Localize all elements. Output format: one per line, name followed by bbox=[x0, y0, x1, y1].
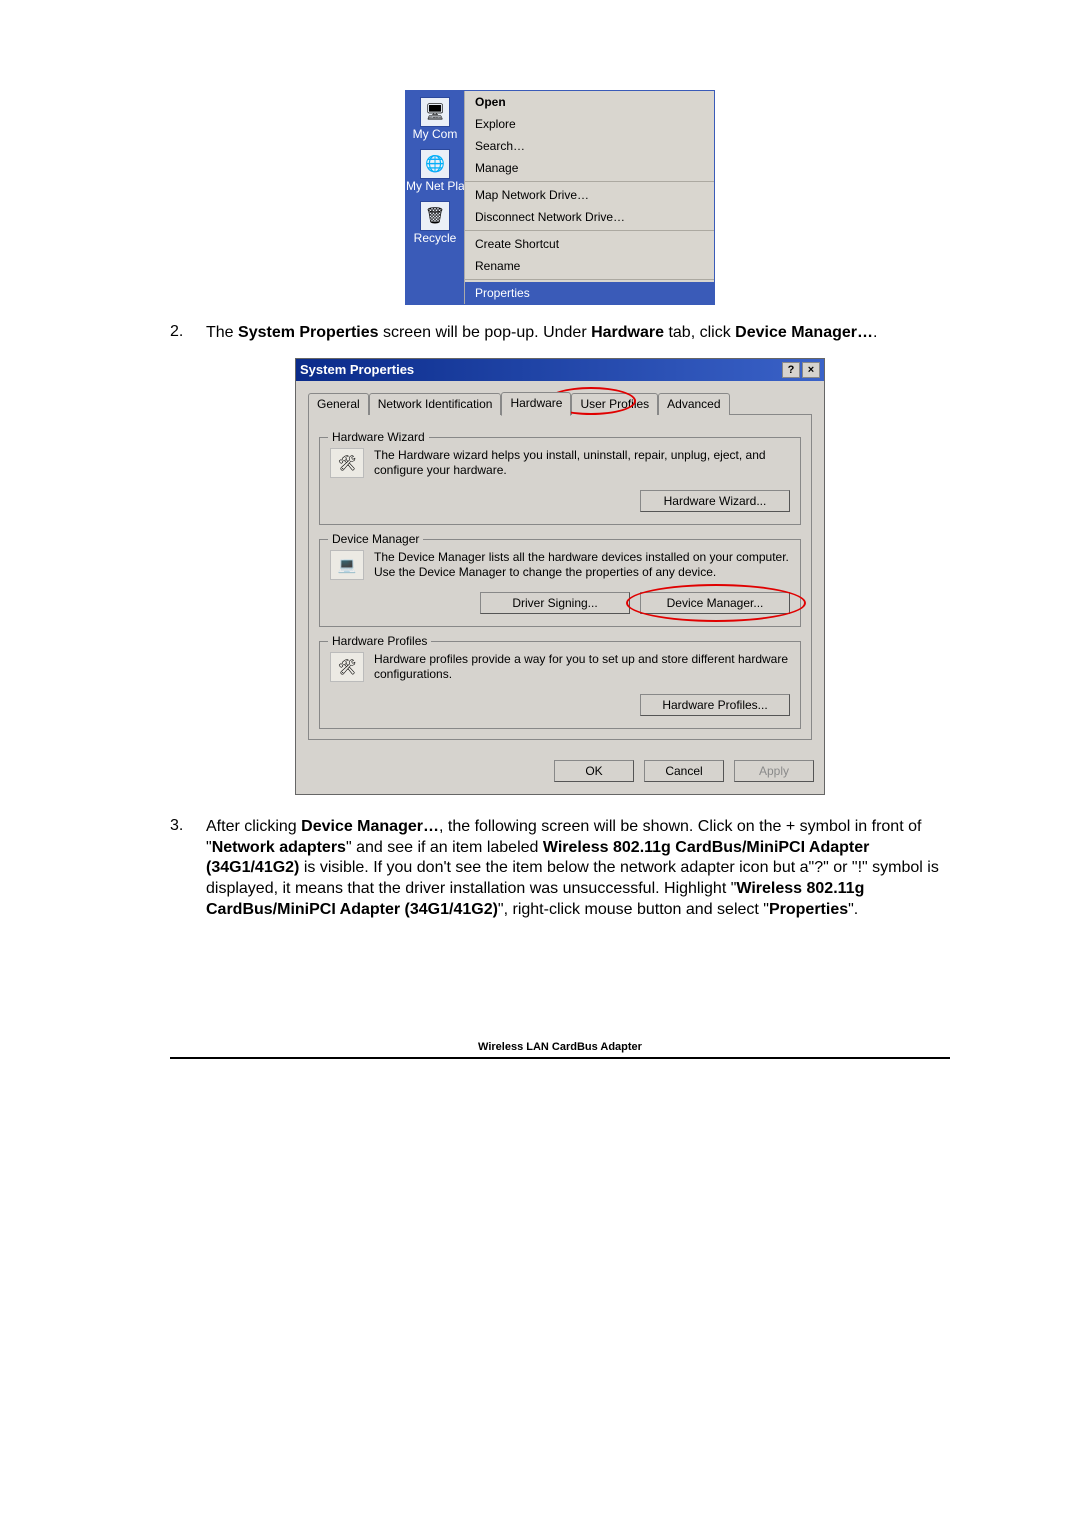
footer-rule bbox=[170, 1057, 950, 1059]
step-number: 2. bbox=[170, 323, 188, 344]
hardware-profiles-icon: 🛠 bbox=[330, 652, 364, 682]
context-separator bbox=[465, 230, 714, 231]
recycle-bin-label: Recycle bbox=[406, 232, 464, 245]
text: ", right-click mouse button and select " bbox=[498, 901, 769, 918]
step-number: 3. bbox=[170, 817, 188, 921]
context-menu: Open Explore Search… Manage Map Network … bbox=[464, 91, 714, 304]
context-item-explore[interactable]: Explore bbox=[465, 113, 714, 135]
dialog-title: System Properties bbox=[300, 362, 414, 377]
step-2: 2. The System Properties screen will be … bbox=[170, 323, 950, 344]
driver-signing-button[interactable]: Driver Signing... bbox=[480, 592, 630, 614]
bold-text: Hardware bbox=[591, 324, 664, 341]
text: " and see if an item labeled bbox=[346, 839, 543, 856]
text: After clicking bbox=[206, 818, 301, 835]
text: ". bbox=[848, 901, 858, 918]
tab-user-profiles[interactable]: User Profiles bbox=[571, 393, 658, 415]
apply-button[interactable]: Apply bbox=[734, 760, 814, 782]
tab-panel-hardware: Hardware Wizard 🛠 The Hardware wizard he… bbox=[308, 414, 812, 740]
recycle-bin-icon: 🗑 bbox=[420, 201, 450, 231]
text: The bbox=[206, 324, 238, 341]
dialog-footer: OK Cancel Apply bbox=[296, 748, 824, 794]
text: screen will be pop-up. Under bbox=[379, 324, 592, 341]
my-computer-icon: 🖥 bbox=[420, 97, 450, 127]
page-footer: Wireless LAN CardBus Adapter bbox=[170, 1041, 950, 1059]
context-item-map-drive[interactable]: Map Network Drive… bbox=[465, 184, 714, 206]
hardware-wizard-icon: 🛠 bbox=[330, 448, 364, 478]
context-separator bbox=[465, 181, 714, 182]
context-item-create-shortcut[interactable]: Create Shortcut bbox=[465, 233, 714, 255]
dialog-body: General Network Identification Hardware … bbox=[296, 381, 824, 748]
desktop-icons-strip: 🖥 My Com 🌐 My Net Place 🗑 Recycle bbox=[406, 91, 464, 304]
system-properties-dialog: System Properties ? × General Network Id… bbox=[295, 358, 825, 795]
context-item-manage[interactable]: Manage bbox=[465, 157, 714, 179]
group-text: The Hardware wizard helps you install, u… bbox=[374, 448, 790, 478]
group-text: The Device Manager lists all the hardwar… bbox=[374, 550, 790, 580]
tab-hardware[interactable]: Hardware bbox=[501, 392, 571, 416]
bold-text: Properties bbox=[769, 901, 848, 918]
group-legend: Device Manager bbox=[328, 532, 423, 546]
text: . bbox=[873, 324, 877, 341]
device-manager-button[interactable]: Device Manager... bbox=[640, 592, 790, 614]
group-text: Hardware profiles provide a way for you … bbox=[374, 652, 790, 682]
tab-network-identification[interactable]: Network Identification bbox=[369, 393, 502, 415]
hardware-wizard-button[interactable]: Hardware Wizard... bbox=[640, 490, 790, 512]
group-device-manager: Device Manager 💻 The Device Manager list… bbox=[319, 539, 801, 627]
context-item-disconnect-drive[interactable]: Disconnect Network Drive… bbox=[465, 206, 714, 228]
dialog-titlebar: System Properties ? × bbox=[296, 359, 824, 381]
step-3: 3. After clicking Device Manager…, the f… bbox=[170, 817, 950, 921]
cancel-button[interactable]: Cancel bbox=[644, 760, 724, 782]
footer-label: Wireless LAN CardBus Adapter bbox=[170, 1041, 950, 1053]
tab-strip: General Network Identification Hardware … bbox=[308, 391, 812, 415]
ok-button[interactable]: OK bbox=[554, 760, 634, 782]
context-menu-figure: 🖥 My Com 🌐 My Net Place 🗑 Recycle Open E… bbox=[405, 90, 715, 305]
context-item-search[interactable]: Search… bbox=[465, 135, 714, 157]
context-item-open[interactable]: Open bbox=[465, 91, 714, 113]
step-text: After clicking Device Manager…, the foll… bbox=[206, 817, 950, 921]
my-network-places-icon: 🌐 bbox=[420, 149, 450, 179]
device-manager-icon: 💻 bbox=[330, 550, 364, 580]
my-computer-label: My Com bbox=[406, 128, 464, 141]
bold-text: Device Manager… bbox=[735, 324, 873, 341]
context-item-properties[interactable]: Properties bbox=[465, 282, 714, 304]
text: tab, click bbox=[664, 324, 735, 341]
tab-general[interactable]: General bbox=[308, 393, 369, 415]
bold-text: Network adapters bbox=[212, 839, 346, 856]
close-button[interactable]: × bbox=[802, 362, 820, 378]
bold-text: Device Manager… bbox=[301, 818, 439, 835]
bold-text: System Properties bbox=[238, 324, 379, 341]
my-network-places-label: My Net Place bbox=[406, 180, 464, 193]
help-button[interactable]: ? bbox=[782, 362, 800, 378]
hardware-profiles-button[interactable]: Hardware Profiles... bbox=[640, 694, 790, 716]
group-hardware-wizard: Hardware Wizard 🛠 The Hardware wizard he… bbox=[319, 437, 801, 525]
group-hardware-profiles: Hardware Profiles 🛠 Hardware profiles pr… bbox=[319, 641, 801, 729]
group-legend: Hardware Profiles bbox=[328, 634, 431, 648]
tab-advanced[interactable]: Advanced bbox=[658, 393, 729, 415]
step-text: The System Properties screen will be pop… bbox=[206, 323, 950, 344]
context-item-rename[interactable]: Rename bbox=[465, 255, 714, 277]
group-legend: Hardware Wizard bbox=[328, 430, 429, 444]
context-separator bbox=[465, 279, 714, 280]
